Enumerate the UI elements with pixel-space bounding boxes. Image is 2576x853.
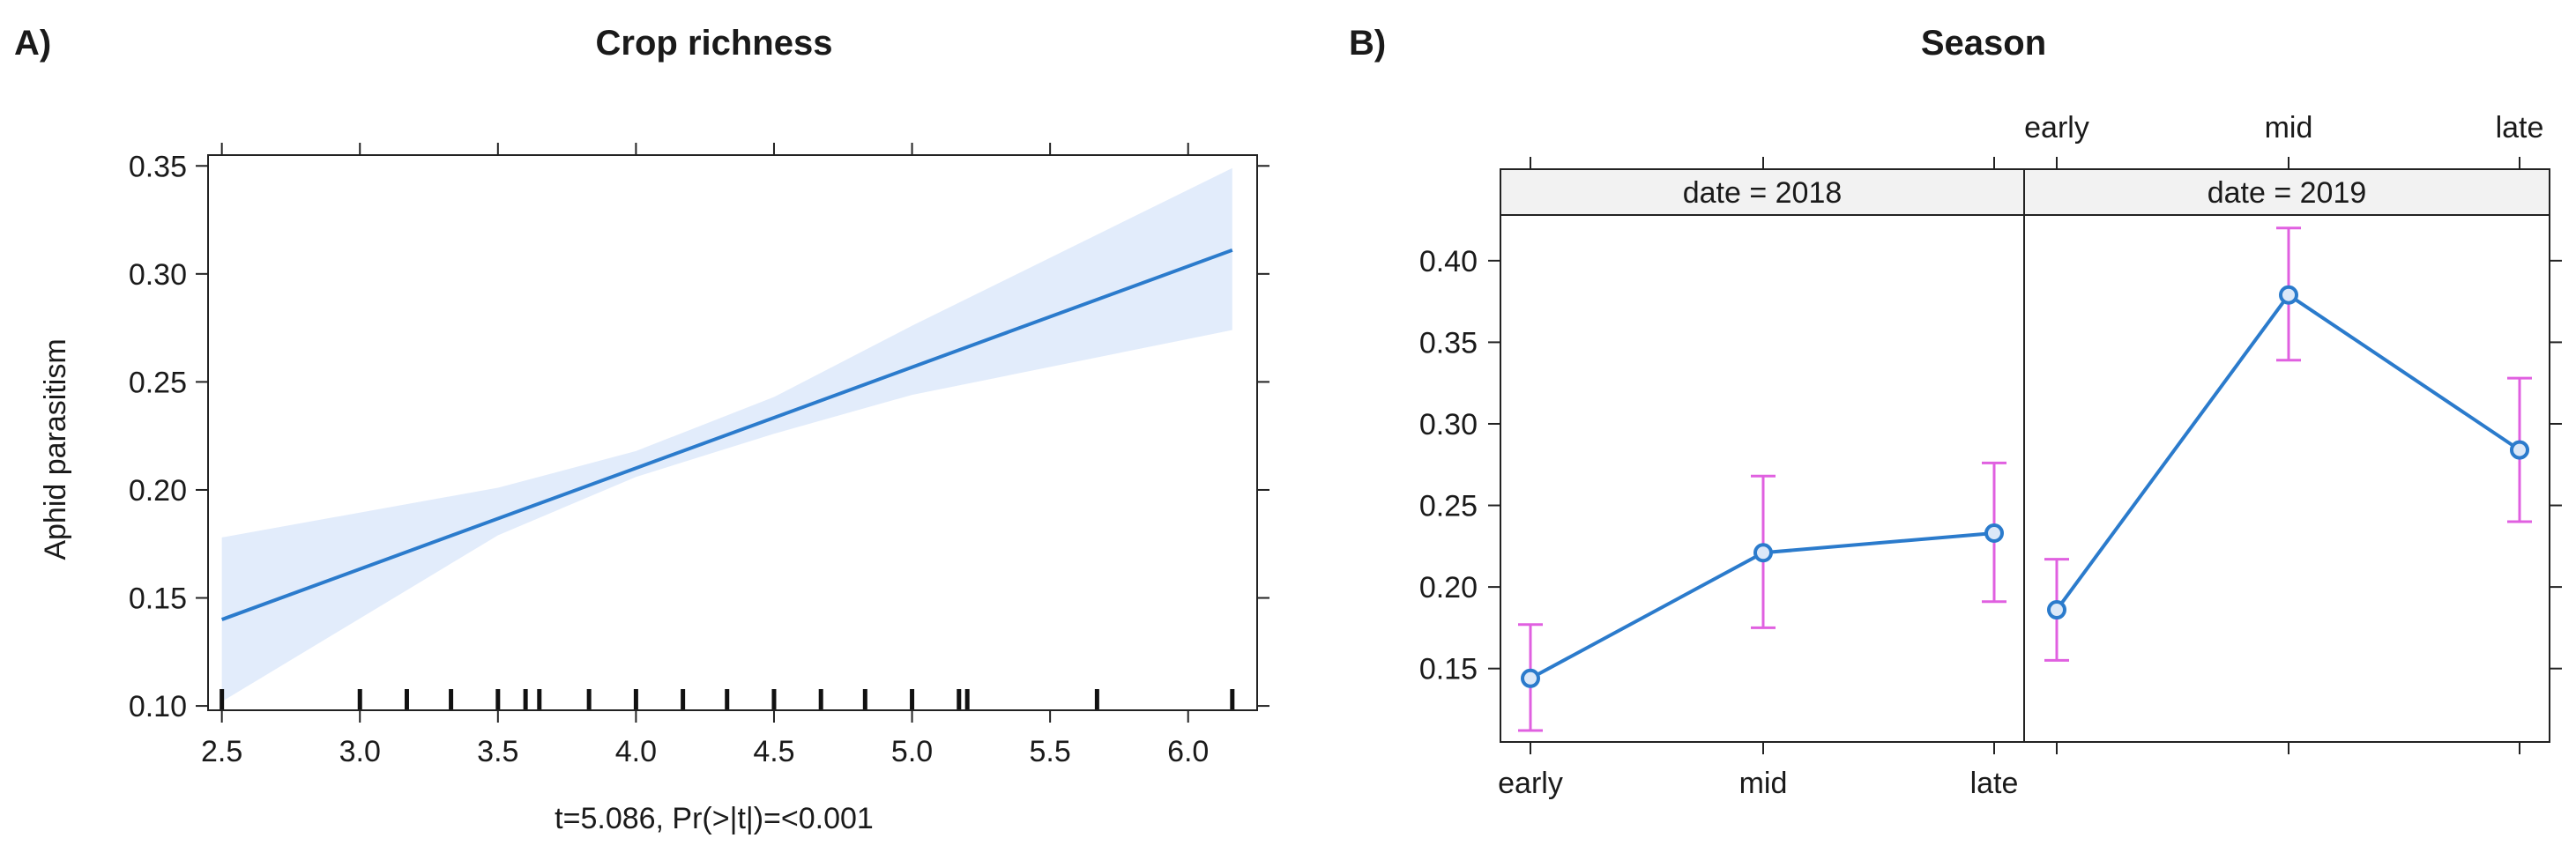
x-tick-label: 4.5 — [753, 735, 794, 768]
strip-2019-label: date = 2019 — [2207, 176, 2367, 210]
y-tick-label: 0.40 — [1419, 245, 1478, 278]
data-point — [1753, 543, 1773, 563]
y-tick-label: 0.15 — [1419, 653, 1478, 686]
data-point — [2510, 440, 2529, 460]
panel-a-label: A) — [14, 24, 51, 63]
fit-line-layer — [220, 248, 1233, 621]
y-tick-label: 0.30 — [129, 258, 187, 292]
panel-b-ticks: 0.15 0.20 0.25 0.30 0.35 0.40 early mid late earl… — [1419, 111, 2562, 800]
panel-2018-data — [1518, 461, 2006, 732]
x-tick-label-top: late — [2496, 111, 2544, 145]
panel-2019-data — [2044, 226, 2532, 662]
y-tick-label: 0.25 — [129, 366, 187, 399]
data-point — [2279, 285, 2298, 305]
panel-a-title: Crop richness — [596, 24, 833, 63]
y-tick-label: 0.35 — [1419, 326, 1478, 360]
x-tick-label: 3.0 — [339, 735, 381, 768]
x-tick-label: 5.0 — [891, 735, 933, 768]
y-tick-label: 0.20 — [1419, 571, 1478, 605]
y-tick-label: 0.35 — [129, 150, 187, 183]
x-tick-label: 6.0 — [1167, 735, 1209, 768]
data-point — [1984, 523, 2004, 544]
y-tick-label: 0.30 — [1419, 408, 1478, 441]
fit-line — [220, 248, 1233, 621]
panel-a-plot-frame — [207, 154, 1258, 711]
y-axis-ticks: 0.10 0.15 0.20 0.25 0.30 0.35 — [129, 150, 1269, 723]
panel-a: A) Crop richness Aphid parasitism t=5.08… — [14, 24, 1269, 835]
x-axis-ticks: 2.5 3.0 3.5 4.0 4.5 5.0 5.5 6.0 — [201, 143, 1209, 768]
panel-b-label: B) — [1349, 24, 1386, 63]
y-tick-label: 0.20 — [129, 474, 187, 508]
data-point — [2047, 600, 2066, 620]
x-tick-label-bottom: mid — [1739, 767, 1788, 800]
x-tick-label: 5.5 — [1029, 735, 1070, 768]
y-tick-label: 0.10 — [129, 690, 187, 723]
y-tick-label: 0.25 — [1419, 490, 1478, 523]
panel-a-xlabel: t=5.086, Pr(>|t|)=<0.001 — [555, 802, 874, 835]
rug-layer — [220, 689, 1235, 710]
x-tick-label-top: mid — [2265, 111, 2313, 145]
x-tick-label: 2.5 — [201, 735, 242, 768]
data-point — [1521, 668, 1540, 688]
panel-b: B) Season date = 2018 date = 2019 0.150.… — [1349, 24, 2562, 800]
x-tick-label: 4.0 — [615, 735, 657, 768]
x-tick-label-bottom: late — [1970, 767, 2019, 800]
x-tick-label-bottom: early — [1498, 767, 1563, 800]
strip-2018-label: date = 2018 — [1683, 176, 1843, 210]
x-tick-label: 3.5 — [477, 735, 518, 768]
panel-a-ylabel: Aphid parasitism — [39, 338, 72, 560]
x-tick-label-top: early — [2024, 111, 2089, 145]
y-tick-label: 0.15 — [129, 582, 187, 616]
panel-b-title: Season — [1921, 24, 2046, 63]
